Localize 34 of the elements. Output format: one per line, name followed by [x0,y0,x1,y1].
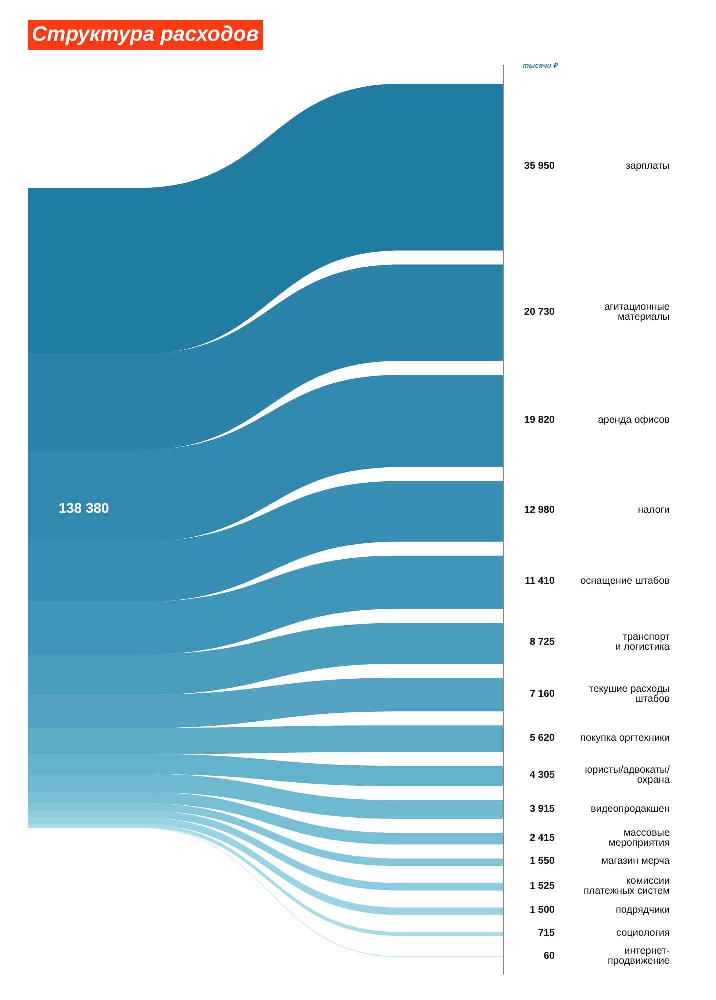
data-label: 1 500 [528,905,555,916]
category-label: налоги [638,505,670,516]
data-label: 715 [537,928,555,939]
category-label: подрядчики [616,905,670,916]
data-label: 60 [542,950,555,962]
text: Структура расходов [28,20,264,50]
data-label: 8 725 [528,637,555,648]
data-label: 12 980 [523,505,555,516]
category-label: транспорт и логистика [616,632,670,654]
category-label: видеопродакшен [590,804,670,815]
data-label: 20 730 [523,306,555,318]
data-label: 11 410 [524,576,555,588]
category-label: оснащение штабов [580,576,670,588]
category-label: покупка оргтехники [580,732,670,744]
data-label: 1 525 [528,880,555,892]
data-label: 5 620 [528,732,555,744]
category-label: зарплаты [626,161,670,172]
category-label: магазин мерча [602,856,670,868]
data-label: 4 305 [528,770,555,782]
category-label: текушие расходы штабов [589,684,670,705]
data-label: 1 550 [528,856,555,868]
data-label: 2 415 [528,832,555,844]
category-label: аренда офисов [598,414,670,426]
category-label: комиссии платежных систем [584,876,670,897]
category-label: интернет- продвижение [608,946,670,967]
data-label: 3 915 [528,804,555,815]
category-label: агитационные материалы [604,302,670,323]
data-label: 19 820 [523,414,555,426]
category-label: юристы/адвокаты/ охрана [585,765,670,786]
category-label: массовые мероприятия [608,828,670,849]
category-label: социология [616,928,670,939]
data-label: 7 160 [528,688,555,700]
text: 138 380 [58,500,110,516]
data-label: 35 950 [523,161,555,172]
